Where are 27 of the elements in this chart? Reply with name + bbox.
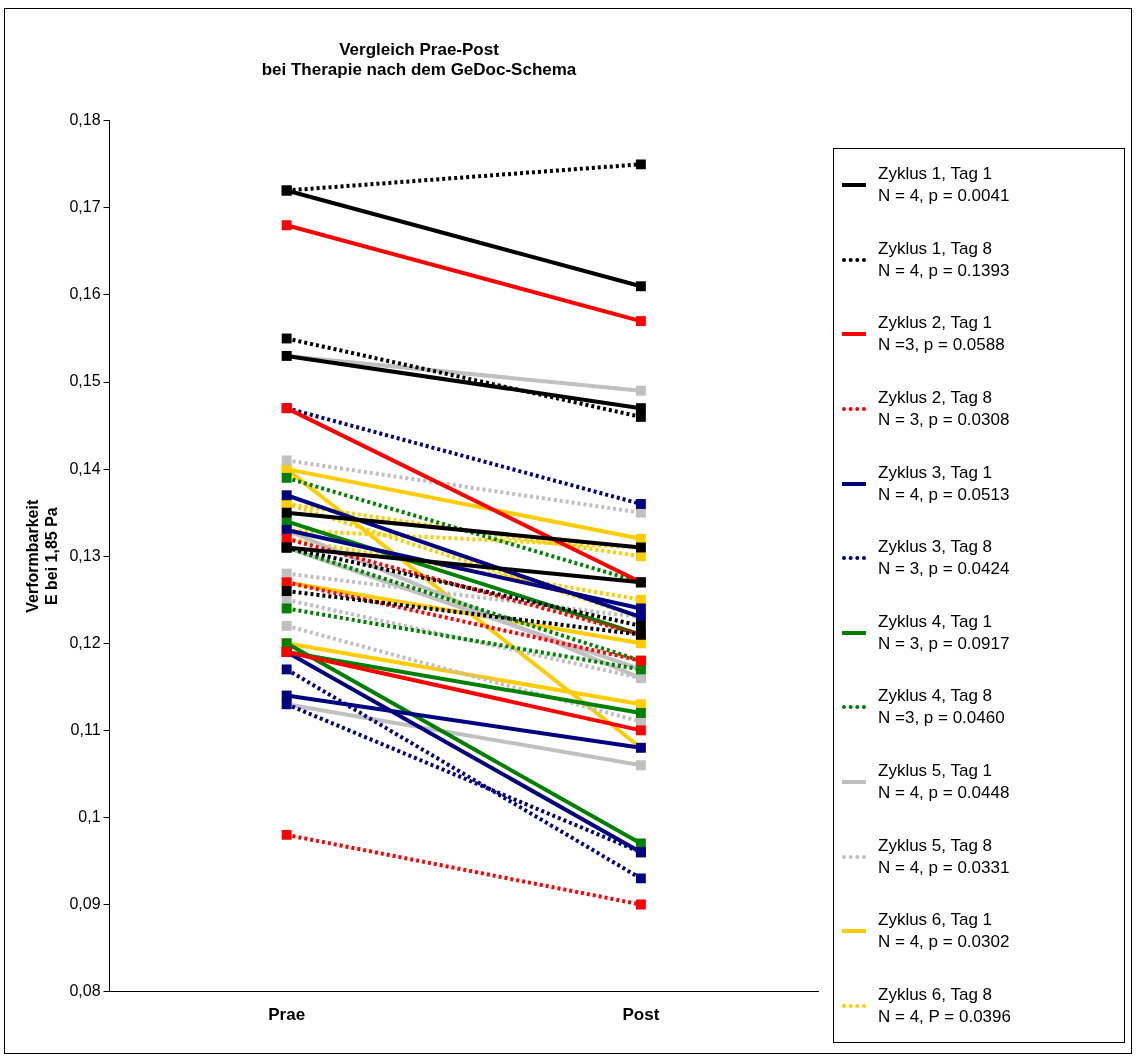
legend-label: Zyklus 3, Tag 1 N = 4, p = 0.0513 [878,461,1010,506]
legend-label: Zyklus 5, Tag 8 N = 4, p = 0.0331 [878,834,1010,879]
y-tick-label: 0,14 [69,459,101,477]
y-tick-label: 0,08 [69,982,101,1000]
legend-label: Zyklus 2, Tag 1 N =3, p = 0.0588 [878,312,1005,357]
x-tick-label: Post [622,1005,660,1025]
x-tick-label: Prae [268,1005,306,1025]
legend-label: Zyklus 6, Tag 8 N = 4, P = 0.0396 [878,983,1011,1028]
legend-label: Zyklus 1, Tag 8 N = 4, p = 0.1393 [878,237,1010,282]
legend-label: Zyklus 6, Tag 1 N = 4, p = 0.0302 [878,909,1010,954]
y-tick-label: 0,16 [69,285,101,303]
y-tick-label: 0,18 [69,111,101,129]
y-tick-label: 0,11 [70,720,101,738]
y-tick-label: 0,13 [69,546,101,564]
chart-title: Vergleich Prae-Post bei Therapie nach dem GeDoc-Schema [261,39,577,80]
legend-label: Zyklus 3, Tag 8 N = 3, p = 0.0424 [878,536,1010,581]
y-tick-label: 0,17 [69,198,101,216]
y-tick-label: 0,1 [78,807,101,825]
legend-label: Zyklus 2, Tag 8 N = 3, p = 0.0308 [878,386,1010,431]
legend-label: Zyklus 5, Tag 1 N = 4, p = 0.0448 [878,760,1010,804]
legend-label: Zyklus 4, Tag 8 N =3, p = 0.0460 [878,685,1005,730]
y-tick-label: 0,12 [69,633,101,651]
legend-label: Zyklus 1, Tag 1 N = 4, p = 0.0041 [878,163,1010,207]
legend-label: Zyklus 4, Tag 1 N = 3, p = 0.0917 [878,610,1010,655]
y-tick-label: 0,09 [69,894,101,912]
y-tick-label: 0,15 [69,372,101,390]
y-axis-title: Verformbarkeit E bei 1,85 Pa [24,499,61,613]
